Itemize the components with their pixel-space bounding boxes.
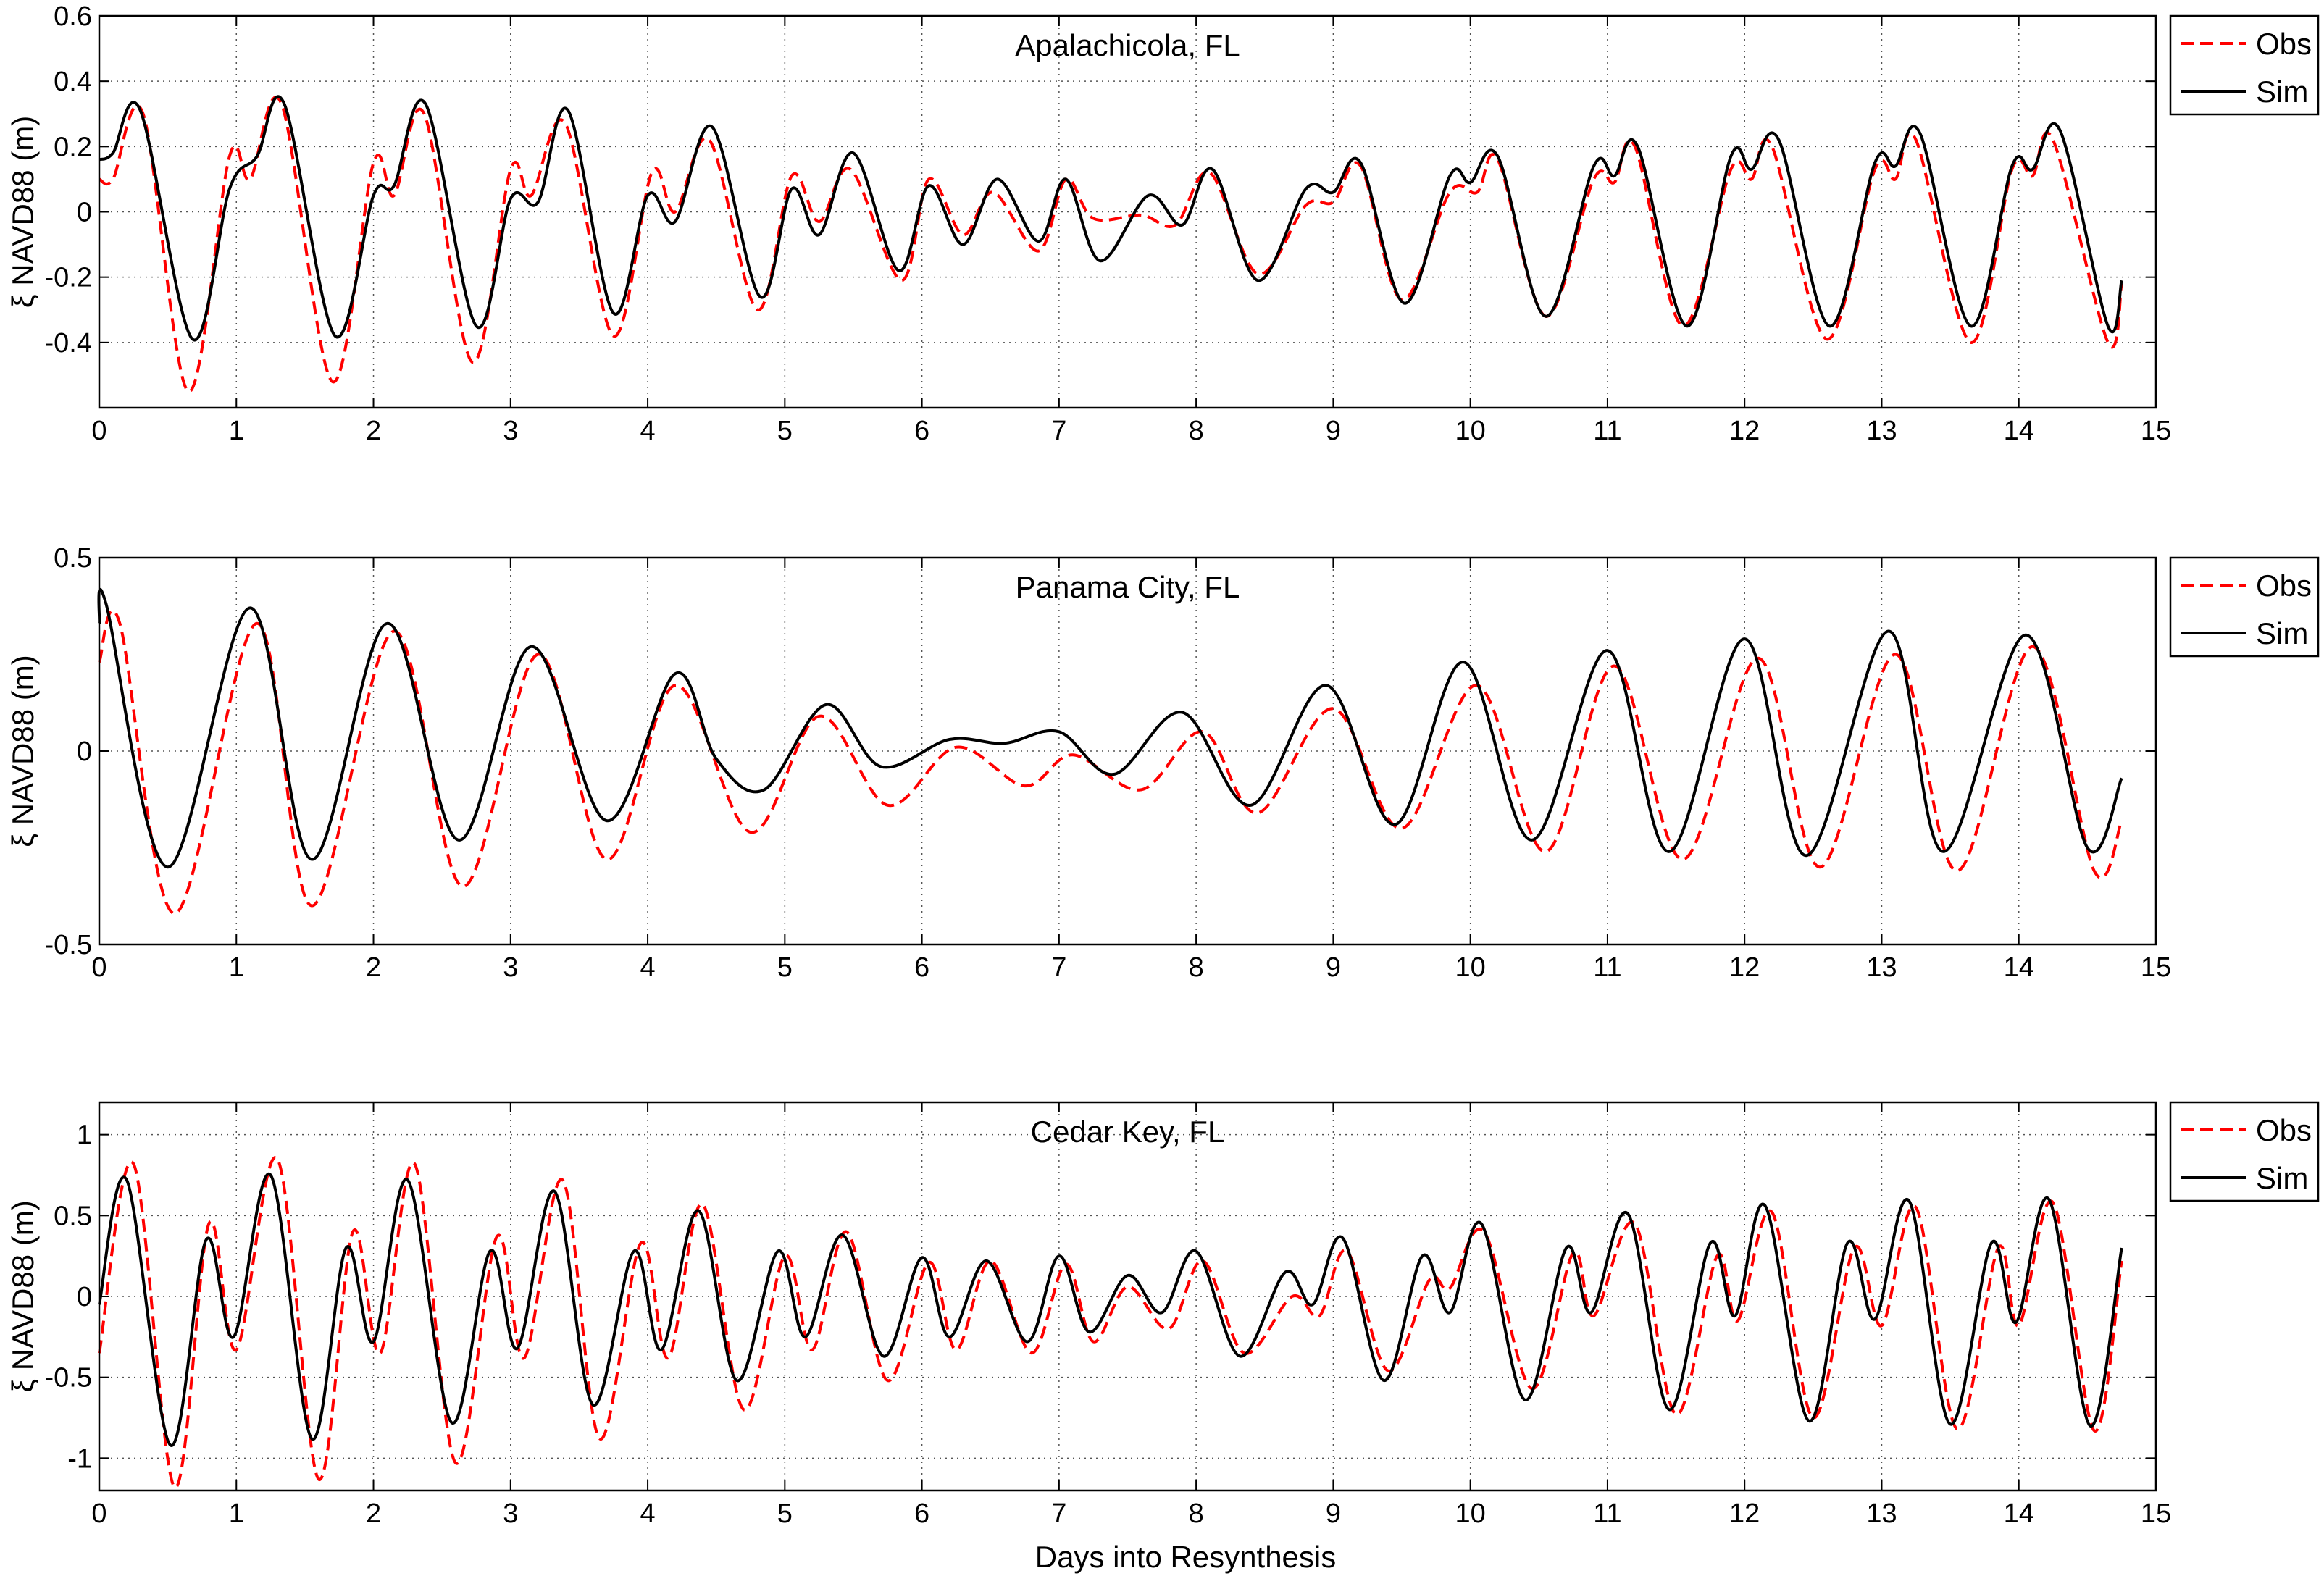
x-tick-label: 15 xyxy=(2141,416,2171,446)
legend-label-obs: Obs xyxy=(2256,1113,2312,1147)
y-tick-label: -0.5 xyxy=(45,930,92,960)
x-tick-label: 6 xyxy=(914,416,929,446)
x-tick-label: 7 xyxy=(1051,1499,1066,1529)
x-tick-label: 3 xyxy=(503,1499,518,1529)
y-tick-label: -0.5 xyxy=(45,1363,92,1393)
x-tick-label: 1 xyxy=(229,416,244,446)
x-tick-label: 3 xyxy=(503,416,518,446)
legend: Obs Sim xyxy=(2169,1101,2320,1202)
y-tick-label: -1 xyxy=(67,1443,92,1474)
x-tick-label: 15 xyxy=(2141,952,2171,983)
y-axis-title: ξ NAVD88 (m) xyxy=(6,1200,40,1392)
x-tick-label: 11 xyxy=(1593,1499,1621,1529)
y-tick-label: -0.4 xyxy=(45,328,92,359)
legend-label-obs: Obs xyxy=(2256,27,2312,61)
x-tick-label: 13 xyxy=(1866,952,1897,983)
x-tick-label: 8 xyxy=(1189,416,1204,446)
y-tick-label: -0.2 xyxy=(45,263,92,293)
x-tick-label: 11 xyxy=(1593,416,1621,446)
panel-title: Apalachicola, FL xyxy=(1015,28,1240,62)
y-tick-label: 0 xyxy=(77,1282,92,1312)
x-tick-label: 4 xyxy=(640,416,655,446)
x-tick-label: 10 xyxy=(1455,416,1486,446)
x-tick-label: 7 xyxy=(1051,952,1066,983)
y-tick-label: 0.6 xyxy=(54,1,92,32)
x-tick-label: 14 xyxy=(2004,952,2034,983)
x-tick-label: 9 xyxy=(1326,416,1341,446)
y-axis-title: ξ NAVD88 (m) xyxy=(6,116,40,308)
y-tick-label: 0.2 xyxy=(54,132,92,162)
x-tick-label: 15 xyxy=(2141,1499,2171,1529)
series-line-obs xyxy=(98,1155,2123,1489)
x-tick-label: 1 xyxy=(229,1499,244,1529)
legend-box xyxy=(2169,1101,2320,1202)
x-tick-label: 7 xyxy=(1051,416,1066,446)
legend-label-sim: Sim xyxy=(2256,616,2308,650)
legend: Obs Sim xyxy=(2169,14,2320,116)
x-tick-label: 12 xyxy=(1729,952,1760,983)
y-axis-title: ξ NAVD88 (m) xyxy=(6,655,40,847)
x-tick-label: 8 xyxy=(1189,952,1204,983)
x-tick-label: 13 xyxy=(1866,1499,1897,1529)
series-line-sim xyxy=(99,95,2123,342)
x-tick-label: 5 xyxy=(777,952,793,983)
x-tick-label: 4 xyxy=(640,952,655,983)
legend-label-obs: Obs xyxy=(2256,569,2312,603)
series-line-sim xyxy=(97,587,2123,869)
x-tick-label: 9 xyxy=(1326,952,1341,983)
y-tick-label: 0.5 xyxy=(54,1201,92,1231)
x-tick-label: 9 xyxy=(1326,1499,1341,1529)
x-tick-label: 3 xyxy=(503,952,518,983)
y-tick-label: 0 xyxy=(77,198,92,228)
series-line-obs xyxy=(99,96,2123,393)
x-tick-label: 12 xyxy=(1729,416,1760,446)
x-tick-label: 13 xyxy=(1866,416,1897,446)
panel-title: Panama City, FL xyxy=(1016,570,1240,604)
x-tick-label: 12 xyxy=(1729,1499,1760,1529)
x-tick-label: 8 xyxy=(1189,1499,1204,1529)
x-tick-label: 1 xyxy=(229,952,244,983)
x-tick-label: 5 xyxy=(777,1499,793,1529)
y-tick-label: 0 xyxy=(77,737,92,767)
y-tick-label: 1 xyxy=(77,1120,92,1151)
x-tick-label: 2 xyxy=(366,1499,381,1529)
chart-panel-1: 0 1 2 3 4 5 6 7 8 9 10 11 12 13 14 15-0.4-0.200.20.40.6… xyxy=(6,1,2320,446)
legend-label-sim: Sim xyxy=(2256,1161,2308,1195)
legend-box xyxy=(2169,556,2320,658)
x-tick-label: 0 xyxy=(91,1499,106,1529)
x-tick-label: 0 xyxy=(91,952,106,983)
x-tick-label: 6 xyxy=(914,952,929,983)
legend-box xyxy=(2169,14,2320,116)
chart-panel-3: 0 1 2 3 4 5 6 7 8 9 10 11 12 13 14 15-1-0.500.51 Cedar K… xyxy=(6,1101,2320,1529)
x-tick-label: 4 xyxy=(640,1499,655,1529)
panel-title: Cedar Key, FL xyxy=(1031,1115,1225,1149)
y-tick-label: 0.5 xyxy=(54,543,92,574)
y-tick-label: 0.4 xyxy=(54,67,92,97)
legend: Obs Sim xyxy=(2169,556,2320,658)
x-tick-label: 5 xyxy=(777,416,793,446)
x-tick-label: 11 xyxy=(1593,952,1621,983)
legend-label-sim: Sim xyxy=(2256,75,2308,109)
x-tick-label: 14 xyxy=(2004,416,2034,446)
x-tick-label: 0 xyxy=(91,416,106,446)
x-tick-label: 14 xyxy=(2004,1499,2034,1529)
x-tick-label: 6 xyxy=(914,1499,929,1529)
x-axis-title: Days into Resynthesis xyxy=(1035,1540,1337,1574)
x-tick-label: 10 xyxy=(1455,952,1486,983)
x-tick-label: 2 xyxy=(366,416,381,446)
series-line-sim xyxy=(98,1172,2123,1447)
x-tick-label: 10 xyxy=(1455,1499,1486,1529)
x-tick-label: 2 xyxy=(366,952,381,983)
